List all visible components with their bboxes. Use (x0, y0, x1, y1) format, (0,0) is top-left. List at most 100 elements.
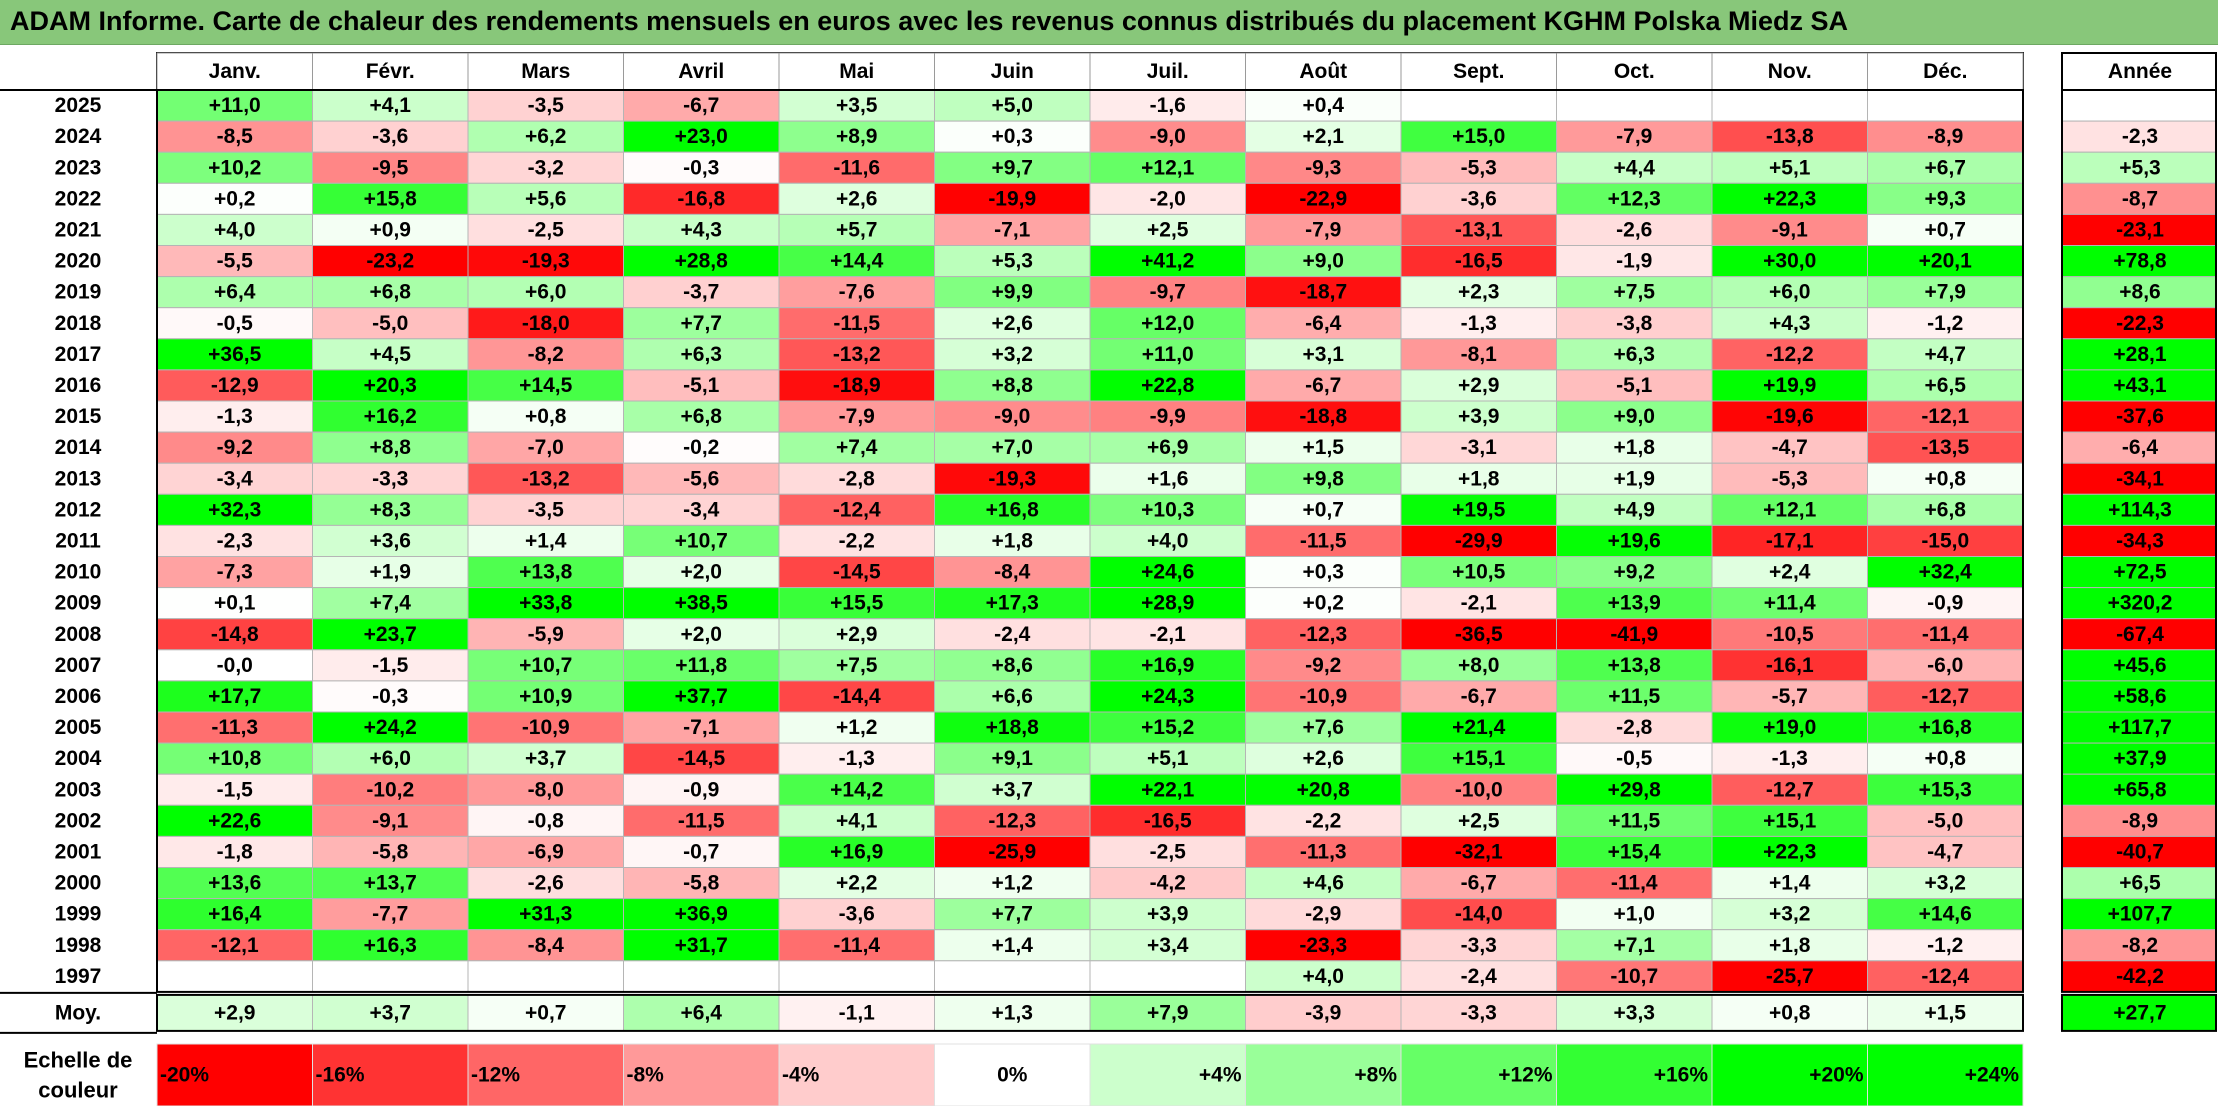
cell-value: -2,6 (1616, 218, 1652, 241)
heatmap-cell (778, 680, 935, 713)
heatmap-cell (1400, 618, 1557, 651)
heatmap-cell (467, 587, 624, 620)
heatmap-cell (312, 400, 469, 433)
cell-value: +22,3 (1763, 187, 1816, 210)
year-label: 2003 (55, 778, 102, 801)
cell-value: -3,6 (1461, 187, 1497, 210)
heatmap-cell (1556, 742, 1713, 775)
scale-label: 0% (997, 1064, 1028, 1087)
annual-value: +107,7 (2108, 903, 2173, 926)
cell-value: +6,8 (370, 281, 412, 304)
cell-value: +29,8 (1608, 778, 1661, 801)
cell-value: +16,9 (1141, 654, 1194, 677)
heatmap-cell (156, 898, 313, 931)
heatmap-cell (1089, 804, 1246, 837)
cell-value: -3,8 (1616, 312, 1653, 335)
heatmap-cell (1556, 773, 1713, 806)
cell-value: +22,1 (1141, 778, 1194, 801)
average-cell (1711, 994, 1868, 1032)
cell-value: +5,6 (525, 187, 566, 210)
cell-value: +15,5 (830, 592, 883, 615)
heatmap-cell (934, 680, 1091, 713)
cell-value: -1,3 (839, 747, 875, 770)
heatmap-cell (467, 524, 624, 558)
cell-value: +10,9 (519, 685, 572, 708)
scale-label: +12% (1498, 1064, 1553, 1087)
heatmap-cell (156, 182, 313, 215)
heatmap-cell (1245, 307, 1402, 340)
heatmap-cell (1867, 960, 2024, 993)
cell-value: -18,0 (522, 312, 570, 335)
annual-label: Année (2108, 60, 2172, 83)
cell-value: +4,0 (214, 218, 255, 241)
cell-value: -3,7 (683, 281, 719, 304)
cell-value: +6,3 (1614, 343, 1655, 366)
cell-value: +6,0 (370, 747, 411, 770)
heatmap-cell (623, 400, 780, 433)
cell-value: -13,2 (833, 343, 881, 366)
cell-value: +4,5 (370, 343, 412, 366)
heatmap-cell (1867, 929, 2024, 962)
header-cell (1867, 52, 2024, 91)
year-label: 2025 (55, 94, 102, 117)
cell-value: +11,5 (1608, 809, 1660, 832)
cell-value: +13,9 (1608, 592, 1661, 615)
annual-value: +8,6 (2119, 281, 2160, 304)
cell-value: -7,9 (1616, 125, 1652, 148)
cell-value: -12,7 (1921, 685, 1969, 708)
cell-value: -11,3 (211, 716, 258, 739)
scale-swatch (934, 1043, 1091, 1106)
heatmap-cell (778, 898, 935, 931)
cell-value: -14,5 (833, 561, 881, 584)
cell-value: -2,1 (1461, 592, 1498, 615)
heatmap-cell (1089, 338, 1246, 371)
heatmap-cell (1400, 867, 1557, 900)
scale-swatch (1867, 1043, 2024, 1106)
cell-value: -7,1 (683, 716, 720, 739)
annual-value: +117,7 (2108, 716, 2172, 739)
cell-value: -1,9 (1616, 250, 1652, 273)
heatmap-cell (467, 711, 624, 744)
cell-value: +9,1 (992, 747, 1034, 770)
scale-swatch (467, 1043, 624, 1106)
heatmap-cell (1089, 587, 1246, 620)
annual-value: +65,8 (2113, 778, 2166, 801)
heatmap-cell (312, 742, 469, 775)
cell-value: -12,3 (1299, 623, 1347, 646)
heatmap-cell (778, 151, 935, 184)
cell-value: +1,9 (370, 561, 411, 584)
cell-value: +4,4 (1614, 156, 1656, 179)
cell-value: -11,4 (833, 934, 880, 957)
cell-value: -12,7 (1766, 778, 1814, 801)
heatmap-cell (1089, 898, 1246, 931)
heatmap-cell (623, 835, 780, 869)
cell-value: +15,1 (1452, 747, 1505, 770)
cell-value: +3,2 (1925, 872, 1966, 895)
cell-value: -9,3 (1305, 156, 1341, 179)
cell-value: +4,3 (681, 218, 722, 241)
cell-value: -12,4 (1921, 965, 1969, 988)
cell-value: +2,0 (681, 623, 722, 646)
cell-value: -13,5 (1921, 436, 1969, 459)
annual-value: -8,7 (2122, 187, 2158, 210)
cell-value: -1,2 (1927, 934, 1963, 957)
heatmap-cell (1556, 493, 1713, 526)
cell-value: +1,8 (1769, 934, 1811, 957)
cell-value: -4,7 (1772, 436, 1808, 459)
heatmap-cell (778, 649, 935, 682)
cell-value: +8,6 (992, 654, 1033, 677)
cell-value: -3,2 (528, 156, 564, 179)
cell-value: +5,0 (992, 94, 1033, 117)
cell-value: -11,4 (1611, 872, 1658, 895)
cell-value: -8,2 (528, 343, 564, 366)
annual-value: -8,9 (2122, 809, 2158, 832)
cell-value: -8,4 (994, 561, 1031, 584)
heatmap-cell (312, 929, 469, 962)
heatmap-cell (312, 245, 469, 278)
cell-value: -23,2 (366, 250, 414, 273)
heatmap-cell (1867, 804, 2024, 837)
average-value: +3,7 (370, 1001, 411, 1024)
cell-value: -12,3 (988, 809, 1036, 832)
scale-swatch (1556, 1043, 1713, 1106)
